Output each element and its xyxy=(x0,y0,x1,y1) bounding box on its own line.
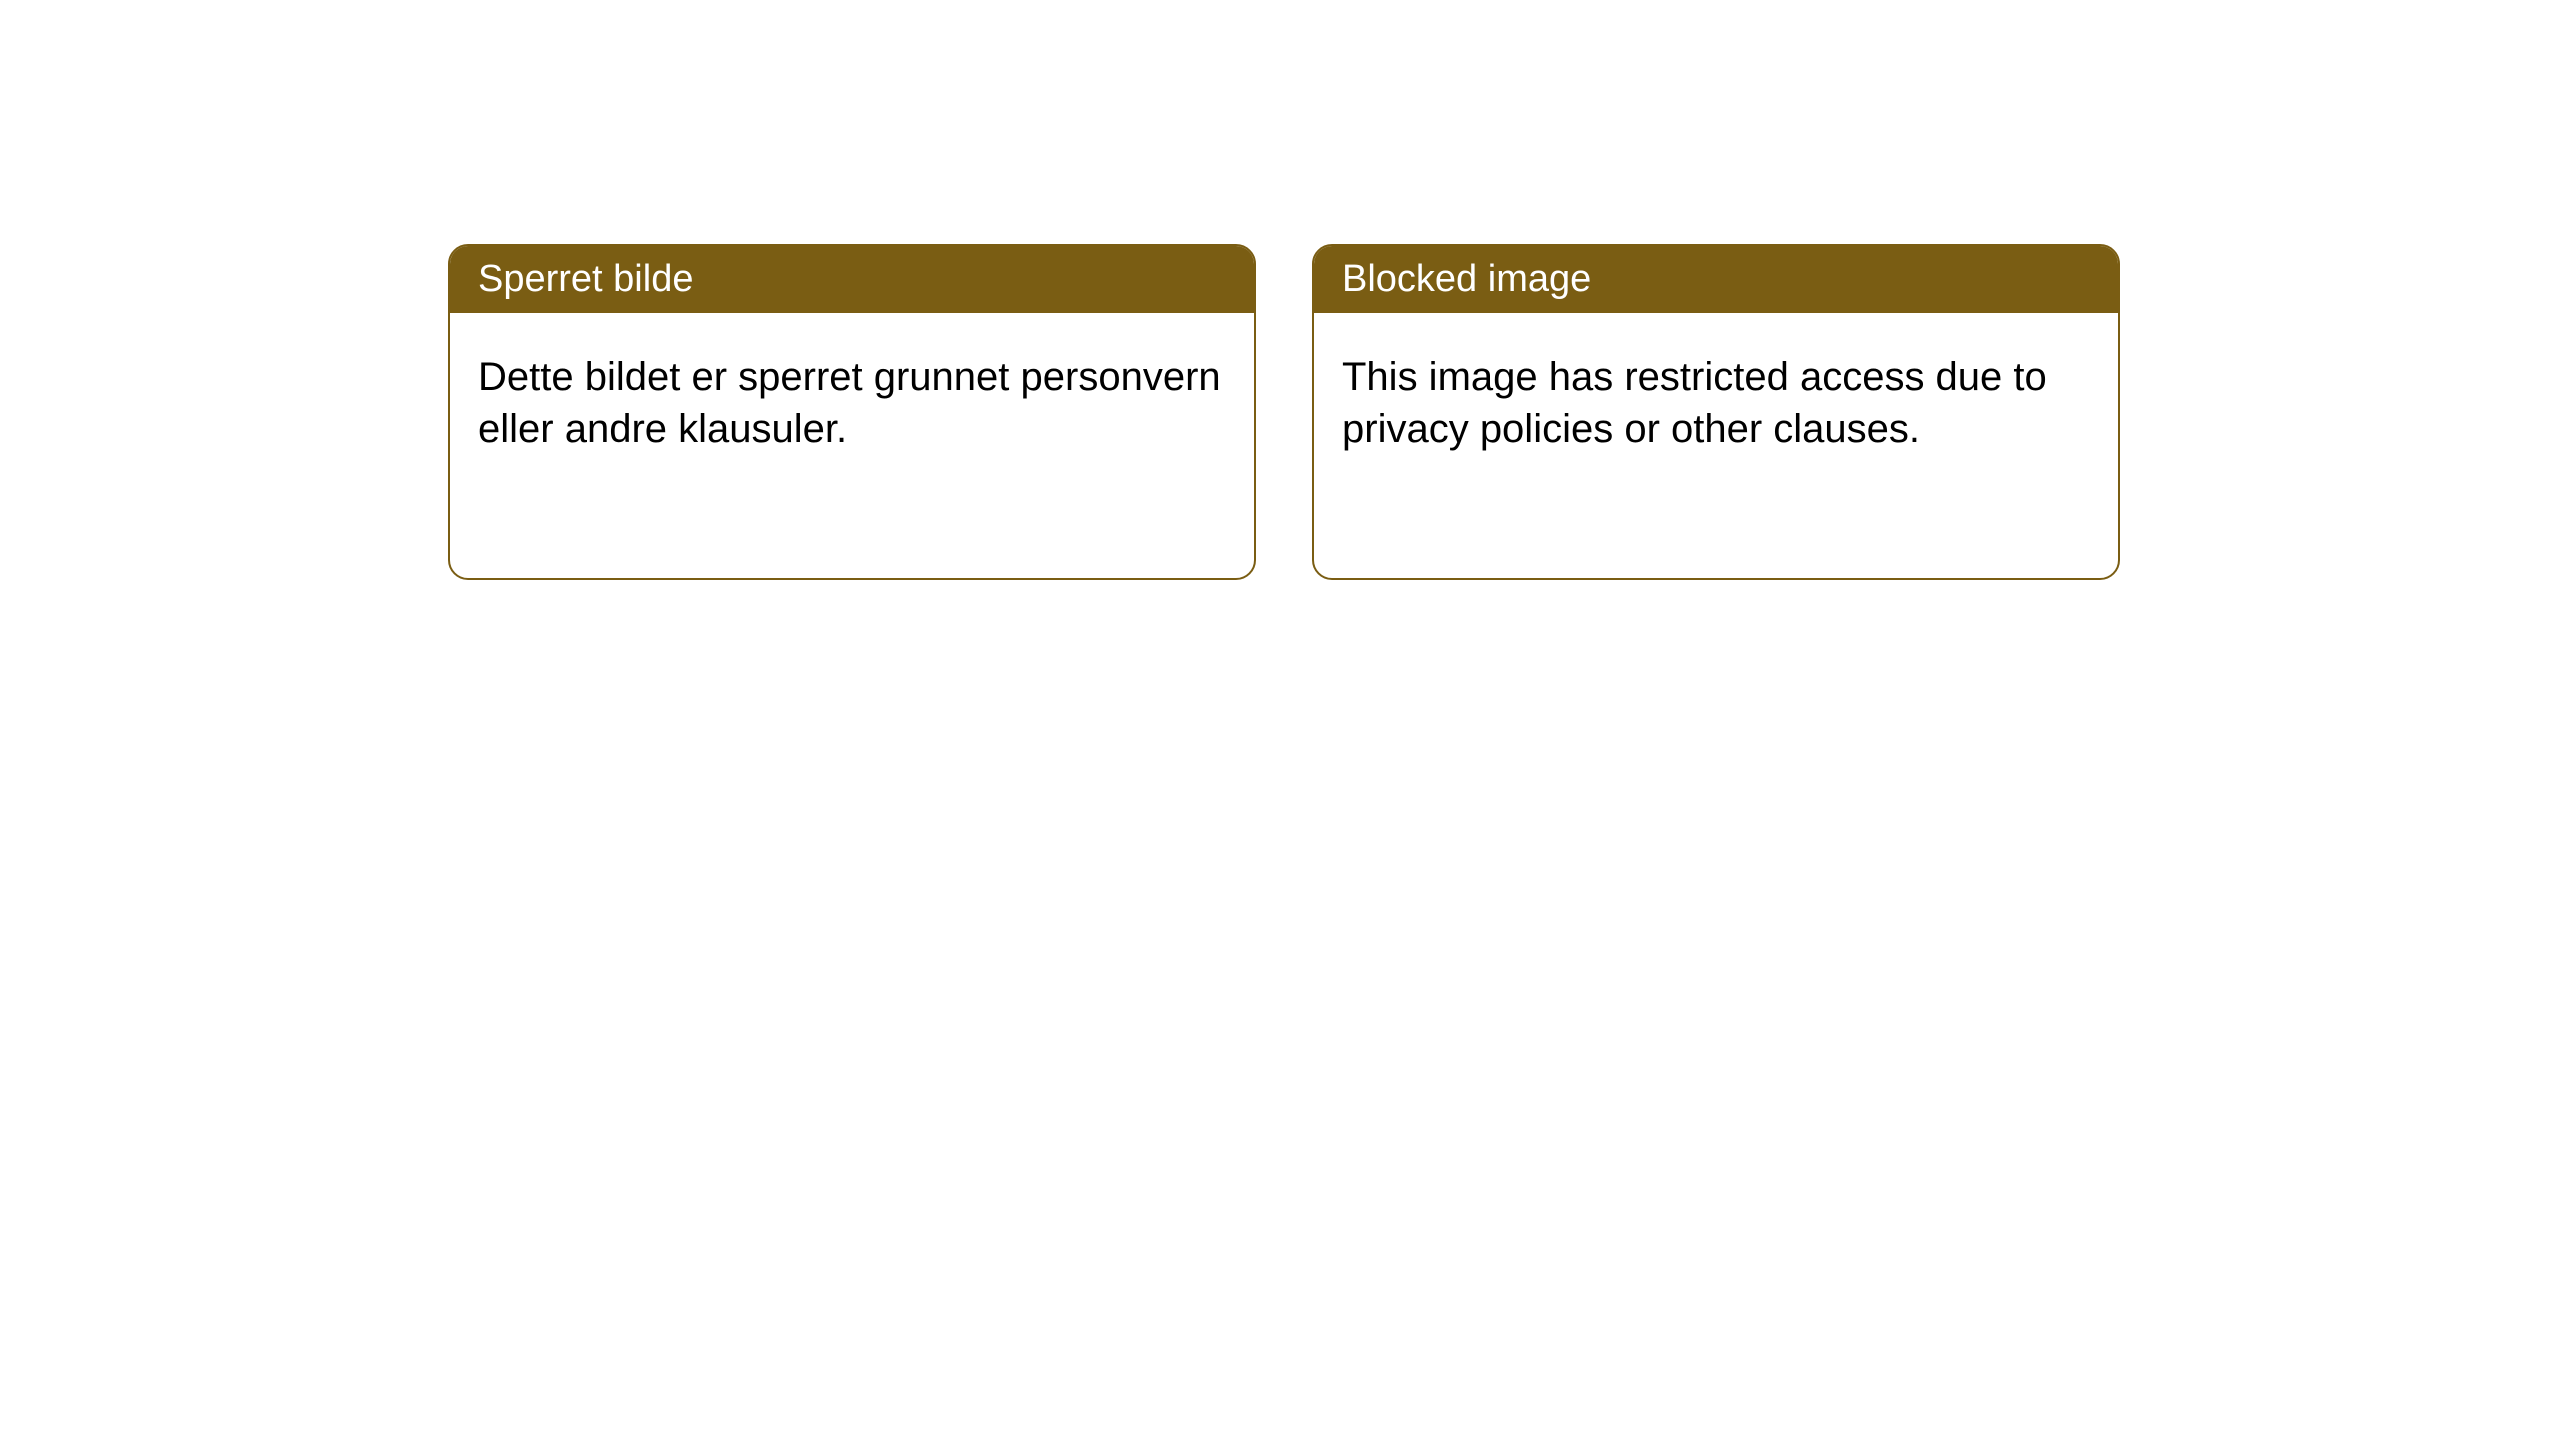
notice-container: Sperret bilde Dette bildet er sperret gr… xyxy=(0,0,2560,580)
card-header-en: Blocked image xyxy=(1314,246,2118,313)
card-body-en: This image has restricted access due to … xyxy=(1314,313,2118,493)
card-header-no: Sperret bilde xyxy=(450,246,1254,313)
card-body-no: Dette bildet er sperret grunnet personve… xyxy=(450,313,1254,493)
blocked-image-card-no: Sperret bilde Dette bildet er sperret gr… xyxy=(448,244,1256,580)
blocked-image-card-en: Blocked image This image has restricted … xyxy=(1312,244,2120,580)
